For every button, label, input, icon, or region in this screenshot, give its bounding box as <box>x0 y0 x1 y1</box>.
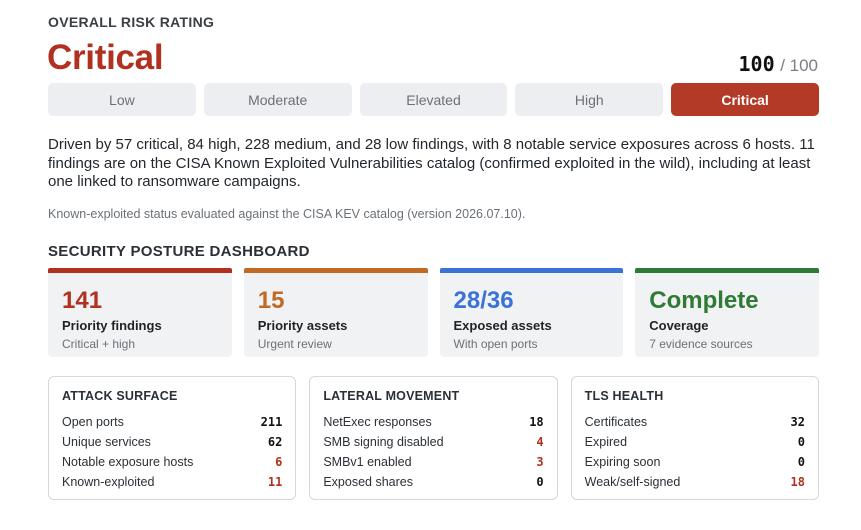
metric-label: Exposed shares <box>323 475 413 489</box>
risk-level-high: High <box>515 83 664 116</box>
metric-value: 62 <box>267 435 283 449</box>
metric-row: Unique services 62 <box>62 432 282 452</box>
metric-label: Open ports <box>62 415 124 429</box>
card-title: Exposed assets <box>453 318 552 333</box>
metric-value: 4 <box>536 435 544 449</box>
card-coverage: Complete Coverage 7 evidence sources <box>635 268 819 357</box>
metric-row: Notable exposure hosts 6 <box>62 452 282 472</box>
risk-score: 100 / 100 <box>739 52 819 77</box>
metric-row: SMB signing disabled 4 <box>323 432 543 452</box>
panel-tls-health: TLS HEALTH Certificates 32 Expired 0 Expir… <box>570 376 819 500</box>
risk-level-elevated: Elevated <box>359 83 508 116</box>
panel-attack-surface: ATTACK SURFACE Open ports 211 Unique serv… <box>48 376 297 500</box>
card-title: Priority assets <box>257 318 348 333</box>
metric-label: SMB signing disabled <box>323 435 444 449</box>
card-value: 28/36 <box>453 287 514 314</box>
panel-lateral-movement: LATERAL MOVEMENT NetExec responses 18 SMB… <box>309 376 558 500</box>
risk-rating-title: Critical <box>47 38 164 77</box>
card-subtitle: 7 evidence sources <box>649 337 753 351</box>
metric-value: 18 <box>790 475 805 489</box>
metric-row: Expired 0 <box>585 432 805 452</box>
panel-title: ATTACK SURFACE <box>62 389 178 403</box>
metric-value: 11 <box>267 475 283 489</box>
metric-label: Notable exposure hosts <box>62 455 194 469</box>
metric-value: 18 <box>529 415 544 429</box>
kev-catalog-note: Known-exploited status evaluated against… <box>48 207 526 221</box>
risk-score-max: / 100 <box>780 56 818 75</box>
posture-dashboard-heading: SECURITY POSTURE DASHBOARD <box>48 243 310 260</box>
metric-row: NetExec responses 18 <box>323 412 543 432</box>
metric-row: SMBv1 enabled 3 <box>323 452 543 472</box>
metric-row: Known-exploited 11 <box>62 472 282 492</box>
risk-scale: Low Moderate Elevated High Critical <box>48 83 819 116</box>
risk-summary: Driven by 57 critical, 84 high, 228 medi… <box>48 136 815 190</box>
card-priority-assets: 15 Priority assets Urgent review <box>243 268 428 357</box>
metric-value: 32 <box>790 415 805 429</box>
card-value: 15 <box>257 287 285 314</box>
metric-row: Exposed shares 0 <box>323 472 543 492</box>
metric-value: 6 <box>275 455 283 469</box>
card-value: 141 <box>62 287 103 314</box>
metric-label: Weak/self-signed <box>584 475 681 489</box>
detail-panels: ATTACK SURFACE Open ports 211 Unique serv… <box>48 376 819 500</box>
metric-label: NetExec responses <box>323 415 432 429</box>
card-title: Priority findings <box>62 318 162 333</box>
card-title: Coverage <box>649 318 709 333</box>
metric-label: Expiring soon <box>584 455 661 469</box>
panel-title: LATERAL MOVEMENT <box>323 389 460 403</box>
posture-cards: 141 Priority findings Critical + high 15… <box>48 268 819 357</box>
risk-level-moderate: Moderate <box>203 83 352 116</box>
card-subtitle: With open ports <box>453 337 538 351</box>
metric-value: 0 <box>536 475 544 489</box>
metric-label: SMBv1 enabled <box>323 455 412 469</box>
metric-value: 3 <box>536 455 544 469</box>
panel-title: TLS HEALTH <box>584 389 664 403</box>
metric-row: Expiring soon 0 <box>585 452 805 472</box>
metric-row: Certificates 32 <box>585 412 805 432</box>
risk-level-low: Low <box>48 83 196 116</box>
risk-score-value: 100 <box>738 52 775 76</box>
card-subtitle: Critical + high <box>62 337 136 351</box>
metric-value: 0 <box>797 455 805 469</box>
card-value: Complete <box>649 287 759 314</box>
card-subtitle: Urgent review <box>257 337 332 351</box>
card-exposed-assets: 28/36 Exposed assets With open ports <box>439 268 624 357</box>
metric-value: 0 <box>797 435 805 449</box>
metric-row: Open ports 211 <box>62 412 282 432</box>
overall-risk-label: OVERALL RISK RATING <box>48 14 215 30</box>
metric-row: Weak/self-signed 18 <box>585 472 805 492</box>
card-priority-findings: 141 Priority findings Critical + high <box>48 268 232 357</box>
metric-label: Known-exploited <box>62 475 155 489</box>
metric-value: 211 <box>260 415 283 429</box>
metric-label: Unique services <box>62 435 151 449</box>
metric-label: Expired <box>584 435 628 449</box>
metric-label: Certificates <box>584 415 648 429</box>
risk-level-critical: Critical <box>671 83 819 116</box>
